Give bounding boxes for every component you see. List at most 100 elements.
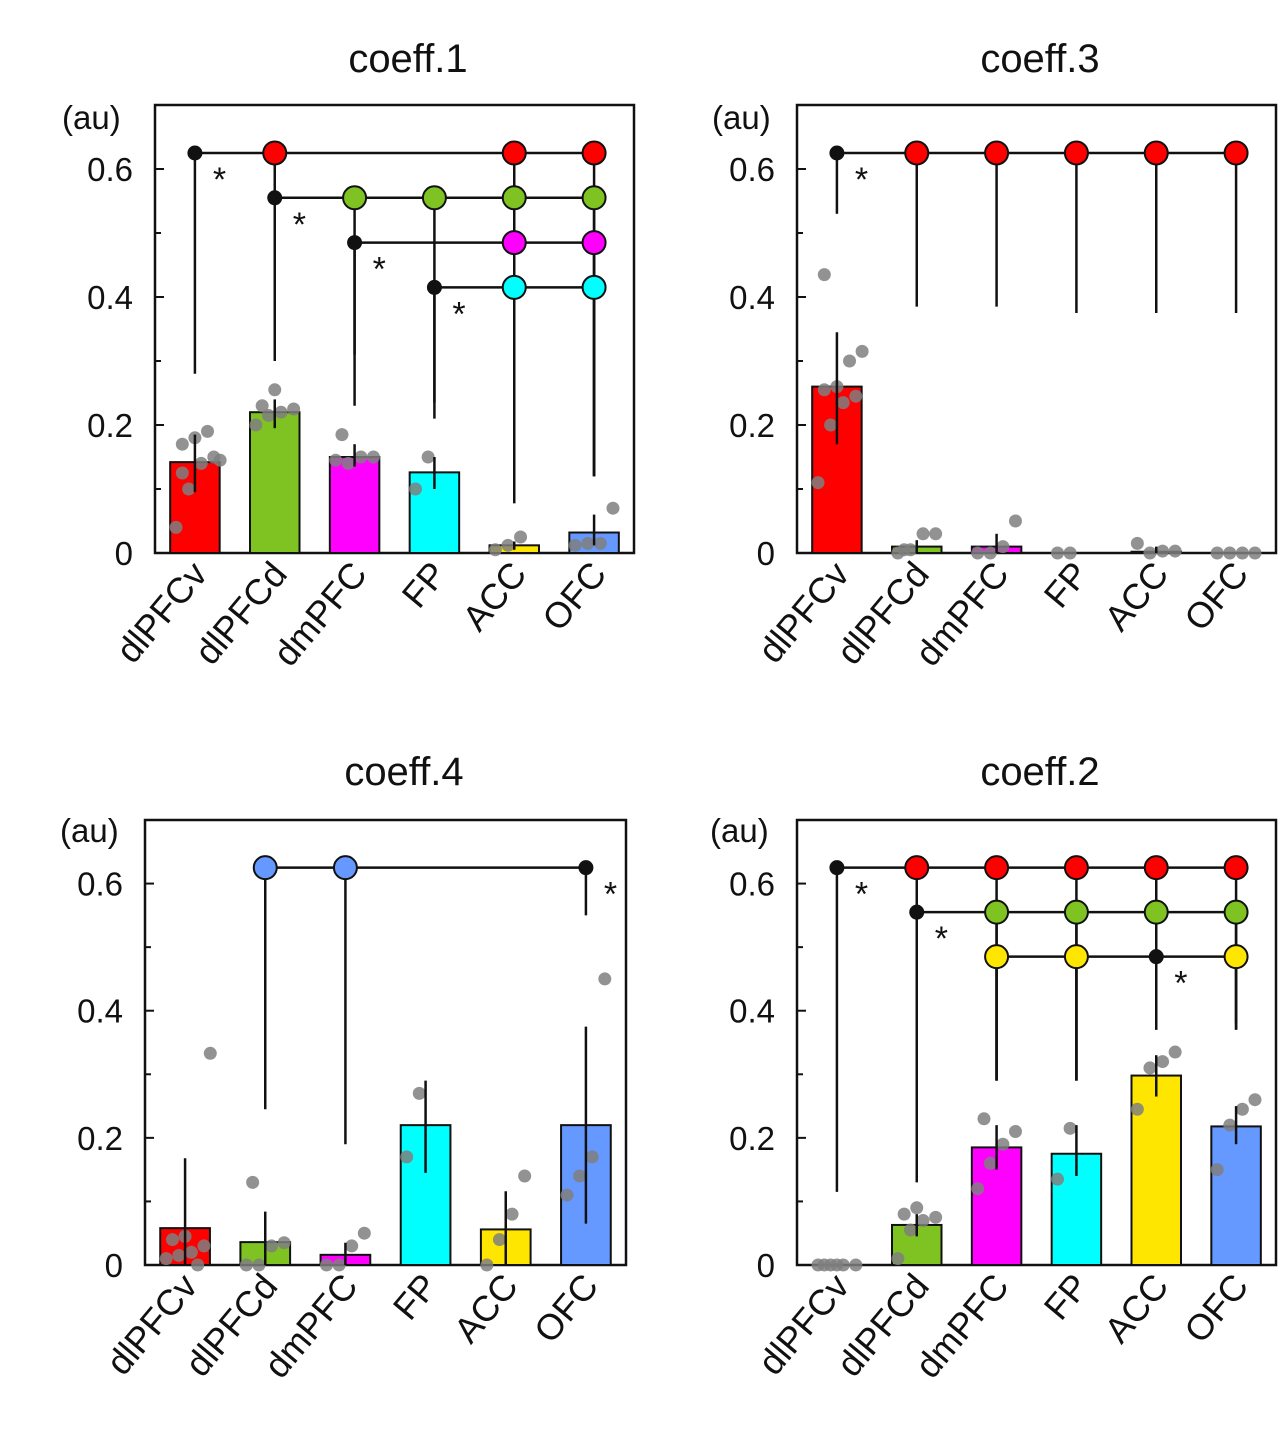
data-point [817, 383, 831, 397]
data-point [1248, 546, 1262, 560]
y-unit-label: (au) [62, 99, 121, 136]
y-tick-label: 0.4 [729, 279, 775, 316]
significance-marker-dmPFC [984, 855, 1010, 881]
data-point [412, 1086, 426, 1100]
significance-source-dot [426, 279, 442, 295]
data-point [1063, 546, 1077, 560]
significance-marker-FP [1063, 899, 1089, 925]
significance-star: * [935, 920, 948, 958]
data-point [277, 1236, 291, 1250]
data-point [201, 424, 215, 438]
data-point [977, 1112, 991, 1126]
data-point [492, 1233, 506, 1247]
significance-marker-FP [421, 185, 447, 211]
significance-marker-FP [1063, 944, 1089, 970]
x-tick-label-FP: FP [1036, 554, 1097, 616]
data-point [1210, 546, 1224, 560]
significance-marker-dlPFCd [252, 855, 278, 881]
significance-marker-ACC [1143, 855, 1169, 881]
x-tick-label-FP: FP [394, 554, 455, 616]
data-point [191, 1258, 205, 1272]
panel-title: coeff.1 [348, 37, 467, 81]
data-point [184, 1245, 198, 1259]
axes-frame [143, 818, 628, 1267]
data-point [1223, 1118, 1237, 1132]
data-point [274, 405, 288, 419]
data-point [409, 482, 423, 496]
significance-marker-ACC [1143, 140, 1169, 166]
data-point [830, 1258, 844, 1272]
data-point [175, 437, 189, 451]
y-tick-label: 0 [105, 1247, 123, 1284]
significance-source-dot [347, 235, 363, 251]
significance-marker-dlPFCd [904, 855, 930, 881]
data-point [341, 456, 355, 470]
data-point [182, 482, 196, 496]
data-point [573, 1169, 587, 1183]
data-point [1143, 1061, 1157, 1075]
data-point [1235, 546, 1249, 560]
data-point [287, 402, 301, 416]
data-point [1051, 1172, 1065, 1186]
data-point [1130, 536, 1144, 550]
significance-marker-ACC [1143, 899, 1169, 925]
data-point [1168, 1045, 1182, 1059]
data-point [268, 383, 282, 397]
data-point [345, 1239, 359, 1253]
data-point [332, 1258, 346, 1272]
significance-star: * [293, 206, 306, 244]
significance-marker-dlPFCd [904, 140, 930, 166]
data-point [261, 408, 275, 422]
data-point [400, 1150, 414, 1164]
y-tick-label: 0.6 [87, 151, 133, 188]
data-point [1168, 544, 1182, 558]
data-point [421, 450, 435, 464]
significance-source-dot [909, 904, 925, 920]
data-point [606, 501, 620, 515]
significance-star: * [373, 251, 386, 289]
data-point [320, 1258, 334, 1272]
data-point [1063, 1121, 1077, 1135]
significance-marker-dmPFC [984, 140, 1010, 166]
data-point [354, 450, 368, 464]
data-point [568, 538, 582, 552]
significance-marker-ACC [501, 185, 527, 211]
y-tick-label: 0.2 [87, 407, 133, 444]
data-point [811, 476, 825, 490]
y-tick-label: 0 [757, 535, 775, 572]
data-point [197, 1239, 211, 1253]
data-point [1008, 514, 1022, 528]
data-point [910, 1201, 924, 1215]
data-point [175, 466, 189, 480]
data-point [996, 1137, 1010, 1151]
data-point [824, 418, 838, 432]
data-point [255, 399, 269, 413]
significance-marker-ACC [501, 274, 527, 300]
data-point [849, 389, 863, 403]
data-point [335, 428, 349, 442]
significance-star: * [855, 876, 868, 914]
data-point [929, 1210, 943, 1224]
significance-marker-OFC [1223, 140, 1249, 166]
y-unit-label: (au) [712, 99, 771, 136]
significance-star: * [604, 876, 617, 914]
x-tick-label-ACC: ACC [446, 1266, 526, 1351]
x-tick-label-OFC: OFC [534, 554, 614, 639]
data-point [1156, 544, 1170, 558]
data-point [239, 1258, 253, 1272]
data-point [172, 1248, 186, 1262]
data-point [488, 543, 502, 557]
significance-marker-dmPFC [984, 944, 1010, 970]
data-point [252, 1258, 266, 1272]
data-point [1248, 1093, 1262, 1107]
y-tick-label: 0.6 [729, 151, 775, 188]
significance-source-dot [578, 860, 594, 876]
data-point [855, 344, 869, 358]
significance-source-dot [187, 145, 203, 161]
data-point [581, 536, 595, 550]
significance-marker-ACC [501, 230, 527, 256]
data-point [505, 1207, 519, 1221]
